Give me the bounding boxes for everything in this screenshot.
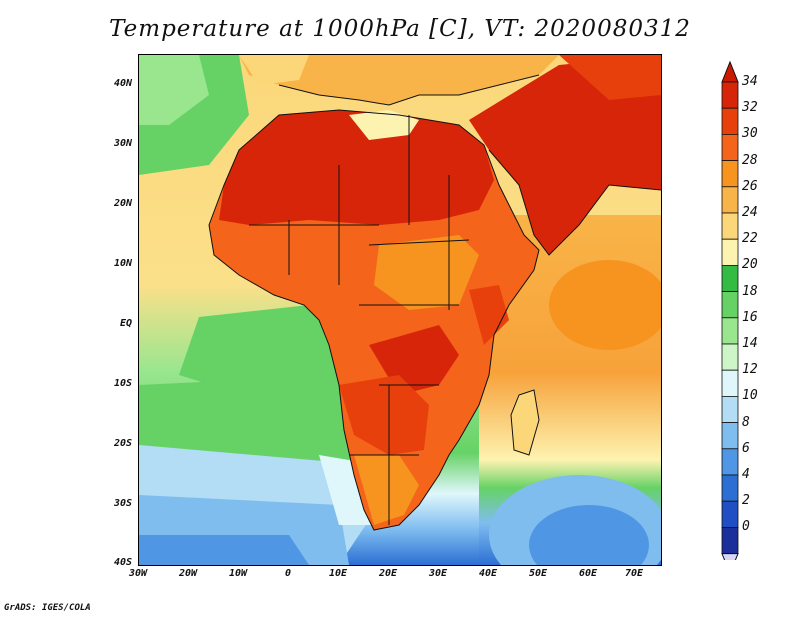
colorbar-swatch	[721, 291, 739, 319]
colorbar-tick-label: 2	[742, 493, 750, 509]
colorbar-tick-label: 24	[742, 205, 758, 220]
colorbar-tick-label: 18	[742, 283, 758, 299]
colorbar-swatch	[721, 343, 739, 371]
south-atlantic-coldest-band	[139, 535, 309, 565]
north-atlantic-cooler-region	[139, 55, 209, 125]
colorbar-tick-label: 28	[742, 152, 758, 168]
map-canvas	[139, 55, 661, 565]
southern-central-africa	[339, 375, 429, 455]
colorbar-swatch	[721, 160, 739, 188]
colorbar-swatch	[721, 500, 739, 528]
colorbar-tick-label: 14	[742, 336, 758, 351]
colorbar-top-arrow	[721, 60, 739, 83]
colorbar-swatch	[721, 526, 739, 554]
lat-label-10s: 10S	[113, 378, 132, 389]
lon-label-60e: 60E	[578, 568, 598, 579]
lat-label-10n: 10N	[113, 258, 132, 269]
lat-label-20s: 20S	[113, 438, 132, 449]
sahara-hot-region	[219, 110, 494, 225]
colorbar-swatch	[721, 448, 739, 476]
colorbar-tick-label: 22	[742, 231, 758, 247]
lat-label-eq: EQ	[119, 318, 132, 329]
colorbar-tick-label: 10	[742, 388, 758, 404]
lon-label-0: 0	[284, 568, 292, 579]
lon-label-20e: 20E	[378, 568, 398, 579]
colorbar-tick-label: 26	[742, 178, 758, 194]
lon-label-50e: 50E	[528, 568, 548, 579]
colorbar-swatch	[721, 81, 739, 109]
temperature-map	[138, 54, 662, 566]
mediterranean-coast	[349, 110, 419, 140]
colorbar-tick-label: 8	[742, 414, 750, 430]
colorbar	[721, 60, 739, 560]
lon-label-10w: 10W	[228, 568, 248, 579]
lon-label-30w: 30W	[128, 568, 148, 579]
arabian-sea-warm-pool	[549, 260, 661, 350]
east-africa-region	[469, 285, 509, 345]
chart-title: Temperature at 1000hPa [C], VT: 20200803…	[109, 16, 691, 42]
colorbar-swatch	[721, 395, 739, 423]
colorbar-swatch	[721, 238, 739, 266]
colorbar-swatch	[721, 369, 739, 397]
iberia	[239, 55, 309, 85]
lon-label-10e: 10E	[328, 568, 348, 579]
colorbar-tick-label: 32	[742, 100, 758, 116]
colorbar-tick-label: 20	[742, 257, 758, 273]
lon-label-70e: 70E	[624, 568, 644, 579]
colorbar-swatch	[721, 134, 739, 162]
central-african-highlands	[374, 235, 479, 310]
south-atlantic-cool-region	[179, 305, 349, 400]
iran-region	[559, 55, 661, 100]
colorbar-tick-label: 30	[742, 126, 758, 142]
lat-label-30s: 30S	[113, 498, 132, 509]
lat-label-40n: 40N	[113, 78, 132, 89]
colorbar-swatch	[721, 212, 739, 240]
indian-ocean-colder-pool	[529, 505, 649, 565]
lat-label-20n: 20N	[113, 198, 132, 209]
lat-label-30n: 30N	[113, 138, 132, 149]
colorbar-swatch	[721, 107, 739, 135]
colorbar-tick-label: 12	[742, 362, 758, 378]
lon-label-30e: 30E	[428, 568, 448, 579]
colorbar-bottom-arrow	[721, 553, 739, 560]
colorbar-tick-label: 0	[742, 519, 750, 535]
madagascar	[511, 390, 539, 455]
lat-label-40s: 40S	[113, 557, 132, 568]
southern-africa-region	[354, 455, 419, 525]
colorbar-tick-label: 34	[742, 74, 758, 89]
lon-label-20w: 20W	[178, 568, 198, 579]
credit-text: GrADS: IGES/COLA	[4, 603, 91, 613]
south-atlantic-band	[139, 375, 379, 475]
colorbar-swatch	[721, 264, 739, 292]
southern-europe	[239, 55, 559, 105]
arabia-middle-east	[469, 55, 661, 255]
colorbar-swatch	[721, 474, 739, 502]
colorbar-swatch	[721, 422, 739, 450]
colorbar-swatch	[721, 186, 739, 214]
colorbar-tick-label: 4	[742, 467, 750, 482]
lon-label-40e: 40E	[478, 568, 498, 579]
colorbar-tick-label: 16	[742, 309, 758, 325]
colorbar-tick-label: 6	[742, 440, 750, 456]
coastline-outlines	[208, 74, 661, 531]
colorbar-swatch	[721, 317, 739, 345]
